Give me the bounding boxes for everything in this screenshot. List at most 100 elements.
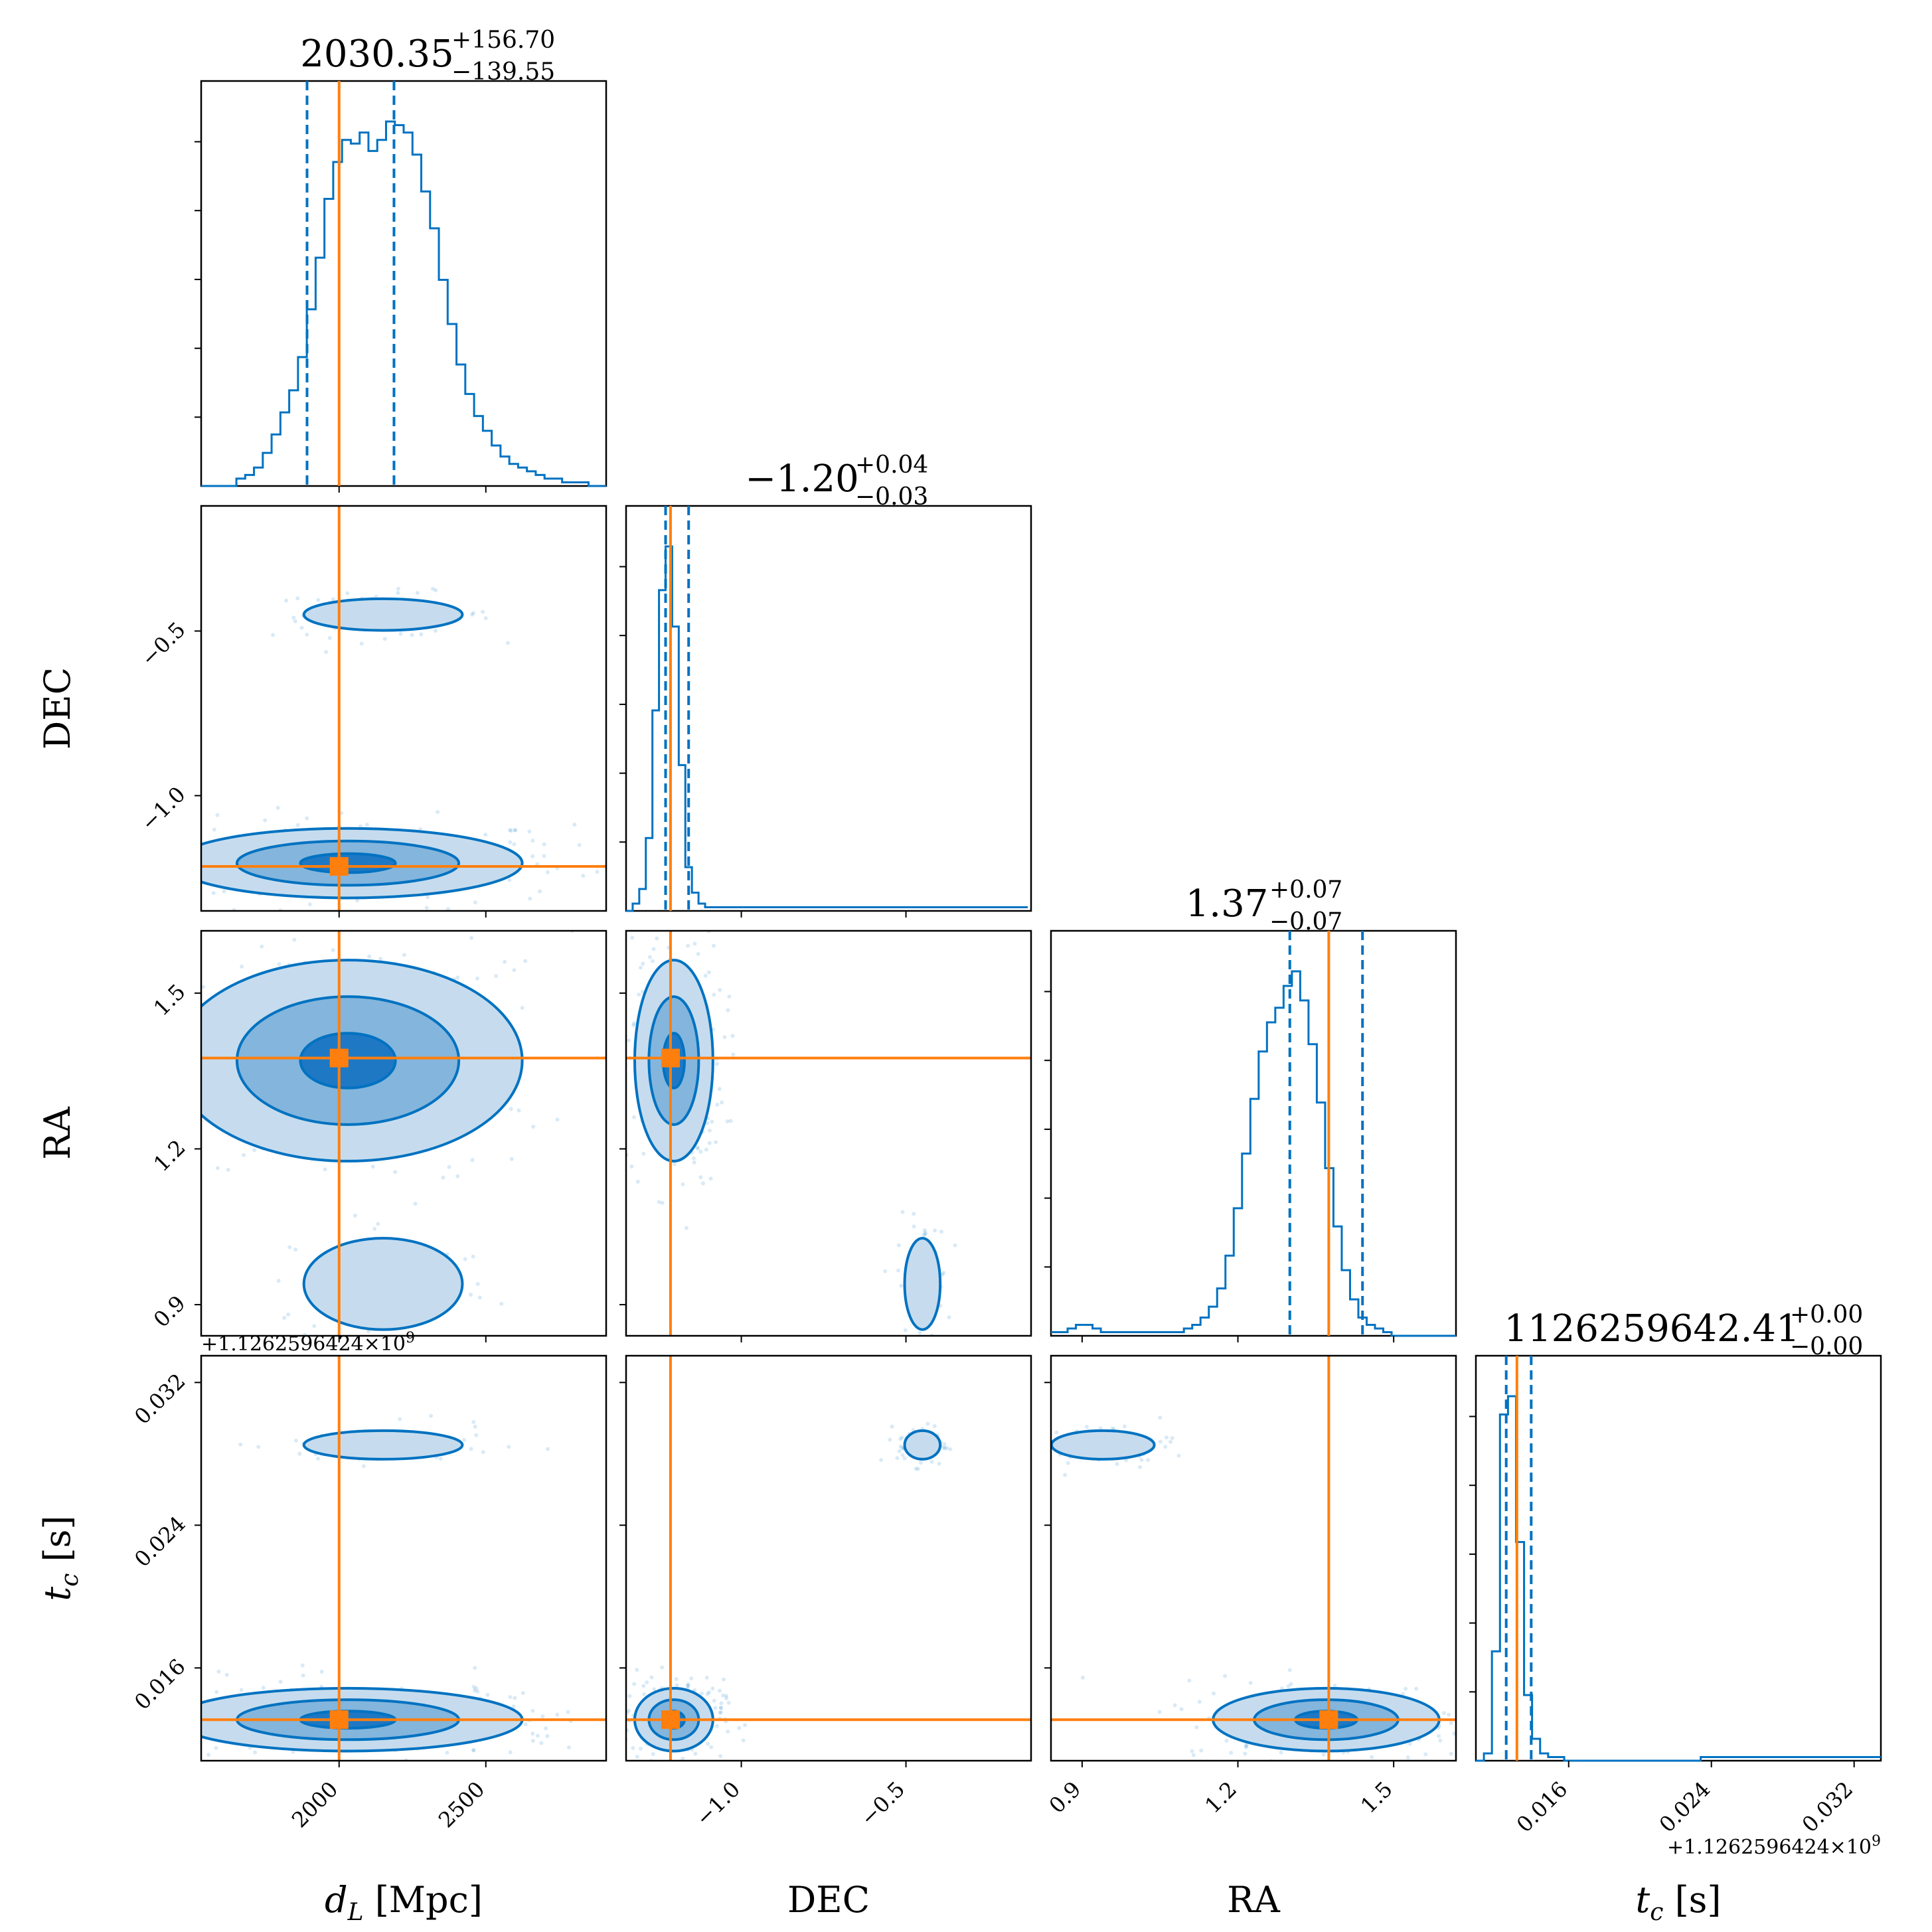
sample-point bbox=[445, 907, 450, 911]
sample-point bbox=[530, 839, 535, 843]
sample-point bbox=[173, 878, 177, 882]
sample-point bbox=[717, 1688, 722, 1693]
sample-point bbox=[1158, 1439, 1163, 1444]
sample-point bbox=[637, 993, 641, 997]
title-upper: +0.04 bbox=[855, 451, 928, 479]
sample-point bbox=[1248, 1680, 1253, 1685]
sample-point bbox=[509, 829, 513, 833]
sample-point bbox=[919, 1461, 924, 1465]
sample-point bbox=[508, 1750, 513, 1755]
sample-point bbox=[714, 1140, 718, 1145]
sample-point bbox=[1124, 1458, 1129, 1463]
sample-point bbox=[171, 1122, 175, 1126]
sample-point bbox=[507, 878, 512, 882]
sample-point bbox=[597, 1692, 601, 1696]
sample-point bbox=[250, 915, 254, 919]
title-lower: −139.55 bbox=[451, 58, 555, 86]
sample-point bbox=[215, 1166, 220, 1170]
sample-point bbox=[595, 870, 600, 874]
sample-point bbox=[195, 856, 199, 860]
sample-point bbox=[1229, 1751, 1234, 1755]
sample-point bbox=[1157, 1710, 1162, 1714]
y-tick-label: 1.2 bbox=[149, 1135, 191, 1176]
sample-point bbox=[618, 1097, 622, 1101]
sample-point bbox=[182, 1704, 186, 1708]
sample-point bbox=[368, 1762, 372, 1766]
sample-point bbox=[1452, 1731, 1456, 1736]
sample-point bbox=[89, 1053, 93, 1057]
sample-point bbox=[527, 829, 532, 834]
truth-marker bbox=[329, 857, 349, 876]
sample-point bbox=[1404, 1686, 1408, 1691]
truth-marker bbox=[329, 1048, 349, 1068]
sample-point bbox=[212, 827, 216, 832]
sample-point bbox=[469, 935, 474, 940]
sample-point bbox=[710, 1686, 715, 1691]
sample-point bbox=[613, 1718, 617, 1722]
sample-point bbox=[305, 816, 309, 821]
sample-point bbox=[925, 1346, 929, 1350]
sample-point bbox=[1244, 1745, 1248, 1749]
sample-point bbox=[611, 1736, 615, 1740]
sample-point bbox=[1038, 1430, 1042, 1434]
sample-point bbox=[447, 1165, 451, 1169]
sample-point bbox=[635, 1755, 639, 1759]
sample-point bbox=[191, 1005, 195, 1009]
sample-point bbox=[681, 1756, 685, 1761]
panel-frame bbox=[1050, 929, 1457, 1337]
sample-point bbox=[542, 854, 546, 858]
panel-frame bbox=[625, 929, 1032, 1337]
sample-point bbox=[193, 855, 197, 859]
sample-point bbox=[481, 609, 485, 614]
sample-point bbox=[509, 1107, 513, 1111]
sample-point bbox=[263, 818, 268, 823]
sample-point bbox=[545, 1733, 550, 1738]
sample-point bbox=[277, 962, 282, 967]
sample-point bbox=[1423, 1752, 1428, 1757]
sample-point bbox=[700, 1181, 705, 1186]
sample-point bbox=[508, 828, 513, 833]
sample-point bbox=[888, 1437, 892, 1442]
sample-point bbox=[215, 813, 220, 817]
sample-point bbox=[737, 1726, 742, 1730]
sample-point bbox=[410, 633, 414, 637]
sample-point bbox=[485, 1692, 490, 1697]
sample-point bbox=[287, 1245, 292, 1249]
sample-point bbox=[705, 1692, 710, 1696]
sample-point bbox=[530, 1731, 535, 1736]
sample-point bbox=[183, 1722, 187, 1726]
sample-point bbox=[376, 1222, 380, 1226]
sample-point bbox=[508, 1695, 513, 1700]
sample-point bbox=[903, 1328, 908, 1332]
sample-point bbox=[114, 1082, 118, 1086]
y-axis-label: RA bbox=[37, 1106, 78, 1160]
sample-point bbox=[612, 1724, 616, 1728]
sample-point bbox=[125, 863, 129, 867]
sample-point bbox=[361, 1464, 366, 1469]
sample-point bbox=[899, 1283, 904, 1288]
sample-point bbox=[1172, 1703, 1177, 1708]
sample-point bbox=[674, 1676, 679, 1681]
sample-point bbox=[188, 1144, 192, 1148]
sample-point bbox=[713, 1706, 718, 1710]
sample-point bbox=[53, 1730, 57, 1733]
sample-point bbox=[115, 1056, 119, 1060]
diag-panel-DEC: −1.20+0.04 −0.03 bbox=[619, 451, 1032, 918]
sample-point bbox=[607, 989, 611, 993]
sample-point bbox=[469, 1293, 473, 1297]
sample-point bbox=[620, 965, 624, 969]
sample-point bbox=[1137, 1465, 1142, 1469]
sample-point bbox=[99, 1728, 103, 1731]
sample-point bbox=[441, 1175, 445, 1180]
sample-point bbox=[119, 1063, 123, 1067]
sample-point bbox=[364, 823, 369, 827]
sample-point bbox=[475, 976, 479, 981]
sample-point bbox=[108, 1752, 112, 1756]
sample-point bbox=[523, 1722, 528, 1727]
panel-frame bbox=[200, 929, 607, 1337]
sample-point bbox=[648, 905, 652, 909]
sample-point bbox=[353, 1213, 357, 1218]
sample-point bbox=[194, 964, 198, 968]
sample-point bbox=[641, 1684, 646, 1688]
